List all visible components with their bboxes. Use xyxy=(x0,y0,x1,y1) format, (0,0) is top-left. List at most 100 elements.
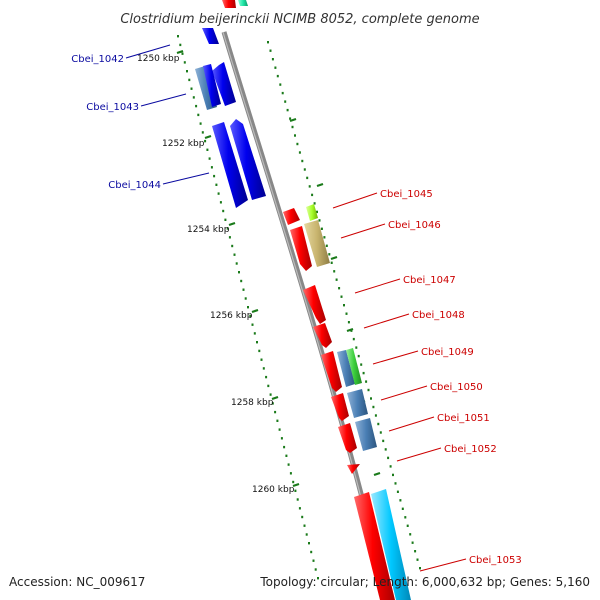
scale-dot xyxy=(414,550,417,553)
gene-arrow-cbei-1045 xyxy=(283,208,300,225)
map-title: Clostridium beijerinckii NCIMB 8052, com… xyxy=(120,12,479,27)
scale-major-tick xyxy=(330,255,338,261)
scale-dot xyxy=(377,422,380,426)
scale-dot xyxy=(233,253,236,256)
scale-dot xyxy=(338,287,341,290)
scale-dot xyxy=(374,414,377,417)
scale-dot xyxy=(279,83,282,86)
gene-label-cbei-1050[interactable]: Cbei_1050 xyxy=(430,382,483,393)
scale-dot xyxy=(242,288,245,291)
gene-arrow-cbei-1052 xyxy=(347,464,360,474)
label-leader xyxy=(363,313,410,329)
scale-dot xyxy=(274,410,277,414)
label-leader xyxy=(140,93,187,107)
scale-dot xyxy=(389,465,392,468)
scale-dot xyxy=(308,185,311,188)
scale-dot xyxy=(208,157,211,160)
scale-dot xyxy=(419,567,421,570)
gene-label-cbei-1049[interactable]: Cbei_1049 xyxy=(421,347,474,358)
scale-dot xyxy=(213,174,216,178)
scale-dot xyxy=(370,397,372,400)
scale-dot xyxy=(310,550,313,554)
gene-arrow-cbei-1043b xyxy=(203,64,221,107)
label-leader xyxy=(388,416,435,432)
scale-dot xyxy=(313,202,316,205)
scale-dot xyxy=(301,515,304,519)
scale-dot xyxy=(296,498,299,501)
scale-major-tick xyxy=(316,182,324,188)
scale-major-tick xyxy=(271,395,279,401)
scale-dot xyxy=(274,66,277,69)
scale-dot xyxy=(298,507,301,510)
scale-tick-dots-inner xyxy=(267,41,421,570)
scale-major-tick xyxy=(176,49,184,55)
gene-arrow-cbei-1044 xyxy=(212,122,248,208)
scale-dot xyxy=(276,419,279,422)
gene-arrow-cbei-1049 xyxy=(321,351,342,392)
gene-arrow-cbei-1046b xyxy=(304,220,330,267)
scale-dot xyxy=(222,209,225,213)
gene-arrow-cbei-1044b xyxy=(230,119,266,200)
scale-dot xyxy=(401,507,404,510)
scale-dot xyxy=(267,41,269,44)
scale-dot xyxy=(387,456,390,460)
scale-tick-marks xyxy=(176,49,381,488)
scale-dot xyxy=(188,78,191,82)
gene-label-cbei-1052[interactable]: Cbei_1052 xyxy=(444,444,497,455)
scale-dot xyxy=(320,227,323,230)
gene-label-cbei-1048[interactable]: Cbei_1048 xyxy=(412,310,465,321)
scale-dot xyxy=(306,176,309,180)
scale-dot xyxy=(267,384,270,388)
gene-arrow-cbei-1053b xyxy=(371,489,411,600)
scale-dot xyxy=(226,227,229,230)
scale-dot xyxy=(201,131,204,134)
scale-dot xyxy=(265,375,268,379)
scale-dot xyxy=(179,43,182,47)
scale-dot xyxy=(318,219,321,222)
scale-dot xyxy=(291,125,294,129)
gene-label-cbei-1043[interactable]: Cbei_1043 xyxy=(86,102,139,113)
topology-text: Topology: circular; Length: 6,000,632 bp… xyxy=(260,575,590,589)
scale-dot xyxy=(382,439,385,443)
scale-dot xyxy=(416,558,419,561)
scale-dot xyxy=(296,142,299,146)
scale-label: 1260 kbp xyxy=(252,485,295,495)
scale-dot xyxy=(298,151,301,154)
scale-dot xyxy=(269,49,272,52)
scale-dot xyxy=(316,210,318,214)
scale-dot xyxy=(240,279,243,283)
scale-dot xyxy=(372,405,375,409)
gene-label-cbei-1044[interactable]: Cbei_1044 xyxy=(108,180,161,191)
gene-label-cbei-1045[interactable]: Cbei_1045 xyxy=(380,189,433,200)
scale-dot xyxy=(235,262,238,265)
scale-dot xyxy=(224,218,227,221)
scale-dot xyxy=(357,354,360,358)
scale-dot xyxy=(262,367,265,370)
scale-dot xyxy=(249,314,252,318)
gene-label-cbei-1047[interactable]: Cbei_1047 xyxy=(403,275,456,286)
scale-dot xyxy=(284,100,287,103)
gene-arrow-cbei-1049c xyxy=(346,348,362,385)
scale-dot xyxy=(343,304,345,307)
scale-dot xyxy=(269,393,272,396)
scale-dot xyxy=(258,349,261,353)
gene-arrow-cbei-1042 xyxy=(212,62,236,106)
gene-label-cbei-1053[interactable]: Cbei_1053 xyxy=(469,555,522,566)
label-leader xyxy=(419,558,467,572)
gene-label-cbei-1051[interactable]: Cbei_1051 xyxy=(437,413,490,424)
scale-dot xyxy=(281,91,284,95)
scale-dot xyxy=(312,559,315,562)
scale-dot xyxy=(350,329,353,332)
scale-dot xyxy=(238,271,240,274)
gene-arrow-cbei-1050b xyxy=(347,389,368,418)
label-leader xyxy=(162,172,210,185)
scale-dot xyxy=(367,388,370,392)
scale-dot xyxy=(396,490,399,493)
scale-dot xyxy=(260,358,263,361)
gene-label-cbei-1042[interactable]: Cbei_1042 xyxy=(71,54,124,65)
scale-dot xyxy=(305,533,308,536)
scale-dot xyxy=(340,295,343,298)
scale-dot xyxy=(251,323,254,326)
gene-label-cbei-1046[interactable]: Cbei_1046 xyxy=(388,220,441,231)
scale-dot xyxy=(406,524,409,527)
